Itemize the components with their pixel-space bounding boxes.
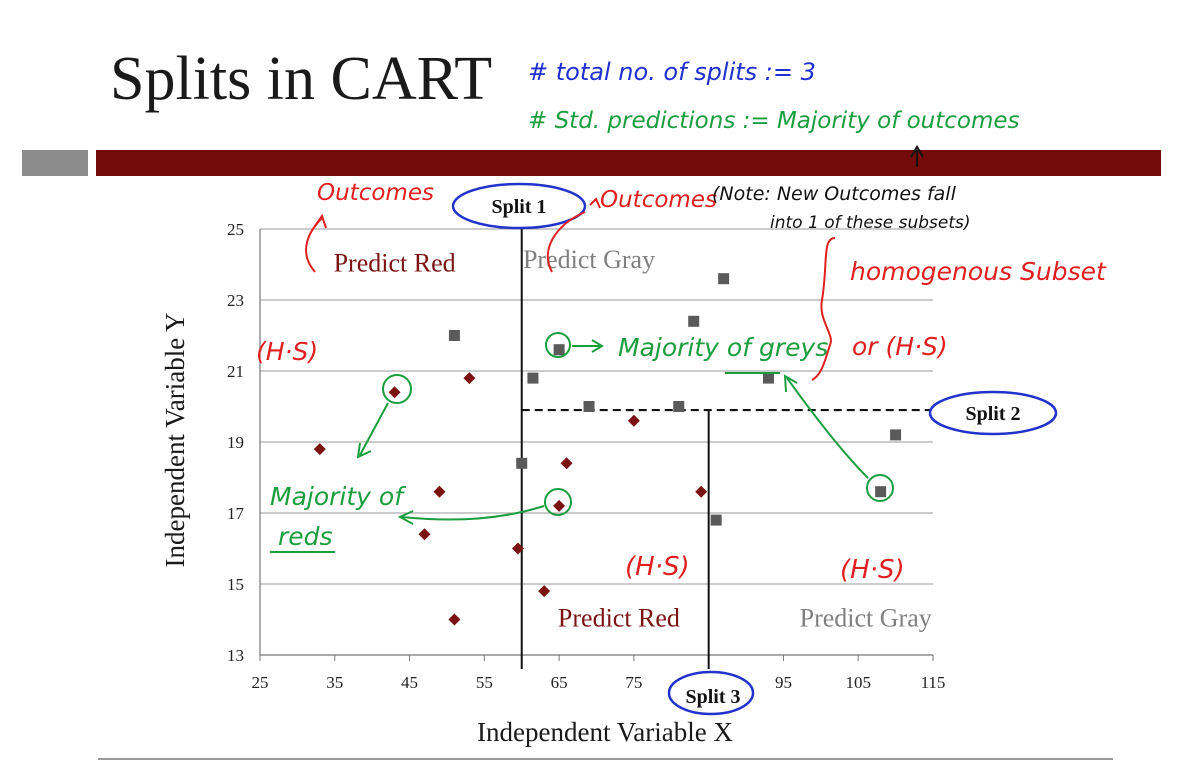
brace-homogenous [811,237,836,381]
data-points [313,273,902,626]
diamond-point [463,372,476,385]
square-point [710,514,722,526]
title-accent-box [22,150,88,176]
diamond-point [695,485,708,498]
x-axis-label: Independent Variable X [477,717,733,747]
square-point [875,486,887,498]
diamond-point [433,485,446,498]
annotation-outcomes-right: Outcomes [600,187,717,213]
split-1-label: Split 1 [491,196,546,218]
handwritten-annotations: # total no. of splits := 3 # Std. predic… [256,58,1107,585]
diamond-point [538,585,551,598]
square-point [688,315,700,327]
y-tick-label: 21 [227,362,244,381]
split-1-callout: Split 1 [451,182,587,230]
slide-title: Splits in CART [110,45,493,113]
annotation-or-hs: or (H·S) [852,332,948,361]
x-tick-label: 45 [401,673,418,692]
square-point [718,273,730,285]
region-label: Predict Gray [523,245,655,274]
pointer-arrow [910,145,924,167]
annotation-homogenous-subset: homogenous Subset [850,257,1107,286]
split-3-label: Split 3 [685,686,740,708]
region-label: Predict Red [558,604,680,633]
diamond-point [627,414,640,427]
split-3-callout: Split 3 [667,670,755,716]
annotation-majority-reds-1: Majority of [270,482,406,511]
x-tick-label: 65 [551,673,568,692]
annotation-std-predictions: # Std. predictions := Majority of outcom… [528,108,1020,134]
x-tick-label: 35 [326,673,343,692]
y-tick-label: 23 [227,291,244,310]
annotation-note-line1: (Note: New Outcomes fall [712,183,957,205]
y-tick-label: 25 [227,220,244,239]
square-point [448,330,460,341]
annotation-hs-bottom-right: (H·S) [840,555,905,585]
diamond-point [553,499,566,512]
annotation-majority-greys: Majority of greys [618,333,828,362]
region-labels: Predict Red Predict Gray Predict Red Predic… [334,245,932,633]
annotation-majority-reds-2: reds [278,522,333,551]
x-tick-label: 55 [476,673,493,692]
x-tick-label: 75 [625,673,642,692]
annotation-note-line2: into 1 of these subsets) [770,213,971,233]
diamond-point [511,542,524,555]
x-tick-label: 95 [775,673,792,692]
region-label: Predict Gray [800,604,932,633]
x-tick-label: 25 [252,673,269,692]
tick-labels: 131517192123252535455565758595105115 [227,220,945,692]
square-point [673,401,685,412]
square-point [553,344,565,356]
split-2-label: Split 2 [965,403,1020,425]
bottom-divider [98,758,1113,760]
axes [259,229,934,661]
annotation-total-splits: # total no. of splits := 3 [528,58,816,86]
grid-lines [260,228,933,585]
x-tick-label: 105 [845,673,871,692]
title-bar [96,150,1161,176]
split-2-callout: Split 2 [928,390,1058,436]
square-point [583,401,595,412]
square-point [527,372,539,384]
y-tick-label: 15 [227,575,244,594]
annotation-hs-bottom-mid: (H·S) [625,552,690,582]
y-axis-label: Independent Variable Y [160,313,190,568]
y-tick-label: 13 [227,646,244,665]
y-tick-label: 17 [227,504,245,523]
diamond-point [313,443,326,456]
square-point [890,429,902,441]
diamond-point [448,613,461,626]
x-tick-label: 115 [921,673,946,692]
diamond-point [418,528,431,541]
diamond-point [388,386,401,399]
region-label: Predict Red [334,249,456,278]
annotation-outcomes-left: Outcomes [317,180,434,206]
square-point [516,457,528,469]
diamond-point [560,457,573,470]
y-tick-label: 19 [227,433,244,452]
square-point [762,372,774,384]
annotation-hs-left: (H·S) [256,337,318,366]
